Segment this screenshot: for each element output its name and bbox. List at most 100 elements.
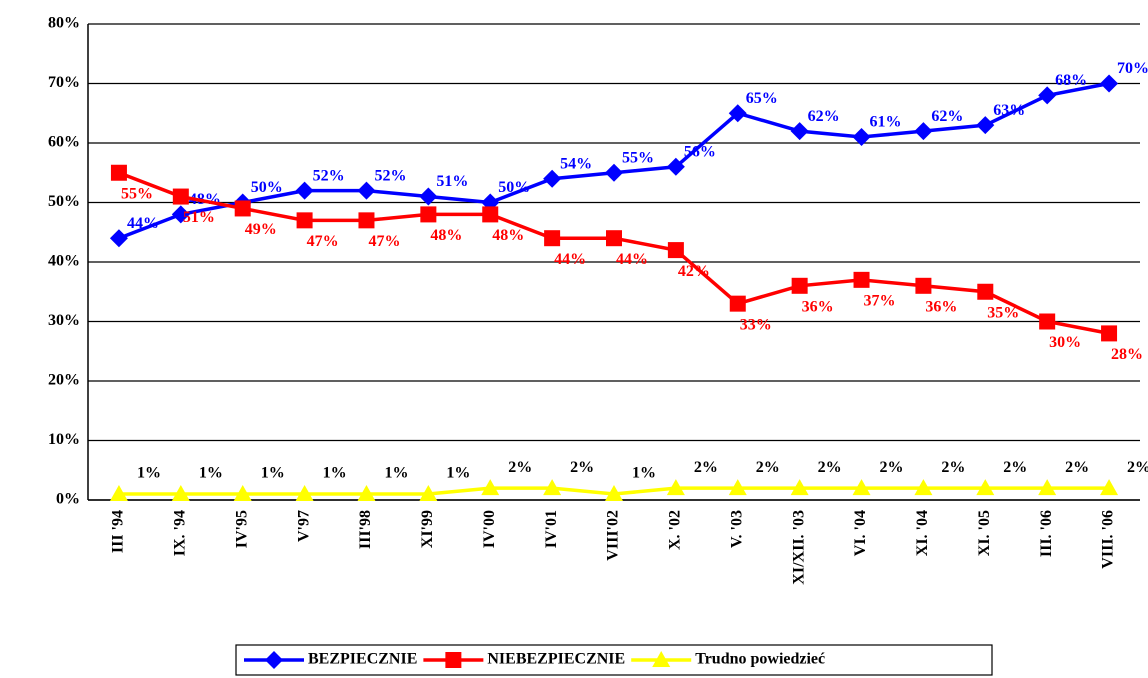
data-label: 65% <box>746 90 778 107</box>
data-label: 2% <box>1127 459 1148 476</box>
marker <box>233 485 252 502</box>
marker <box>171 485 190 502</box>
y-tick-label: 20% <box>48 372 80 389</box>
marker <box>543 479 562 496</box>
marker <box>481 479 500 496</box>
data-label: 54% <box>560 155 592 172</box>
marker <box>295 181 314 200</box>
marker <box>728 479 747 496</box>
marker <box>852 128 871 147</box>
marker <box>977 283 994 300</box>
data-label: 56% <box>684 143 716 160</box>
data-label: 2% <box>1003 459 1027 476</box>
marker <box>667 242 684 259</box>
marker <box>666 479 685 496</box>
data-label: 2% <box>818 459 842 476</box>
marker <box>606 230 622 247</box>
data-label: 61% <box>870 114 902 131</box>
marker <box>791 277 808 294</box>
marker <box>853 271 870 288</box>
marker <box>543 169 562 188</box>
data-label: 28% <box>1111 346 1143 363</box>
data-label: 49% <box>245 221 277 238</box>
marker <box>544 230 561 247</box>
x-tick-label: IV'00 <box>481 510 498 548</box>
marker <box>914 479 933 496</box>
data-label: 1% <box>384 465 408 482</box>
marker <box>296 212 313 229</box>
data-label: 51% <box>183 209 215 226</box>
marker <box>1100 479 1119 496</box>
marker <box>605 485 623 502</box>
data-label: 36% <box>802 298 834 315</box>
marker <box>729 295 746 312</box>
data-label: 2% <box>508 459 532 476</box>
marker <box>295 485 314 502</box>
x-tick-label: V. '03 <box>728 510 745 548</box>
data-label: 36% <box>925 298 957 315</box>
marker <box>790 479 809 496</box>
marker <box>914 122 933 141</box>
data-label: 44% <box>554 251 586 268</box>
data-label: 48% <box>430 227 462 244</box>
data-label: 33% <box>740 316 772 333</box>
series-line <box>118 81 1110 240</box>
data-label: 51% <box>436 173 468 190</box>
marker <box>358 212 375 229</box>
data-label: 1% <box>199 465 223 482</box>
marker <box>666 157 685 176</box>
y-tick-label: 70% <box>48 74 80 91</box>
data-label: 48% <box>492 227 524 244</box>
data-label: 30% <box>1049 334 1081 351</box>
data-label: 1% <box>446 465 470 482</box>
marker <box>482 206 499 223</box>
data-label: 52% <box>374 167 406 184</box>
marker <box>852 479 871 496</box>
x-tick-label: XI'99 <box>419 510 436 548</box>
marker <box>652 651 671 667</box>
y-tick-label: 60% <box>48 134 80 151</box>
y-tick-label: 50% <box>48 193 80 210</box>
data-label: 35% <box>987 304 1019 321</box>
data-label: 55% <box>622 149 654 166</box>
marker <box>976 116 995 135</box>
data-label: 44% <box>127 215 159 232</box>
marker <box>419 485 438 502</box>
data-label: 47% <box>368 233 400 250</box>
data-label: 37% <box>864 293 896 310</box>
marker <box>976 479 995 496</box>
marker <box>172 188 189 205</box>
data-label: 62% <box>931 108 963 125</box>
data-label: 52% <box>313 167 345 184</box>
x-tick-label: IV'95 <box>233 510 250 548</box>
data-label: 2% <box>570 459 594 476</box>
data-label: 42% <box>678 263 710 280</box>
legend-box <box>235 644 993 676</box>
legend-label: BEZPIECZNIE <box>308 651 417 668</box>
data-label: 2% <box>756 459 780 476</box>
marker <box>109 229 128 248</box>
y-tick-label: 80% <box>48 15 80 32</box>
legend-label: NIEBEZPIECZNIE <box>487 651 625 668</box>
data-label: 1% <box>137 465 161 482</box>
data-label: 63% <box>993 102 1025 119</box>
data-label: 50% <box>251 179 283 196</box>
marker <box>1038 86 1057 105</box>
data-label: 44% <box>616 251 648 268</box>
data-label: 50% <box>498 179 530 196</box>
x-tick-label: XI. '05 <box>976 510 993 556</box>
x-tick-label: IV'01 <box>543 510 560 548</box>
marker <box>1038 479 1057 496</box>
marker <box>109 485 128 502</box>
marker <box>420 206 437 223</box>
data-label: 2% <box>880 459 904 476</box>
x-tick-label: IX. '94 <box>171 510 188 556</box>
x-tick-label: XI. '04 <box>914 510 931 556</box>
marker <box>1101 325 1118 342</box>
data-label: 62% <box>808 108 840 125</box>
marker <box>605 163 623 182</box>
marker <box>915 277 932 294</box>
y-tick-label: 10% <box>48 431 80 448</box>
marker <box>1100 74 1119 93</box>
x-tick-label: VIII'02 <box>605 510 622 561</box>
